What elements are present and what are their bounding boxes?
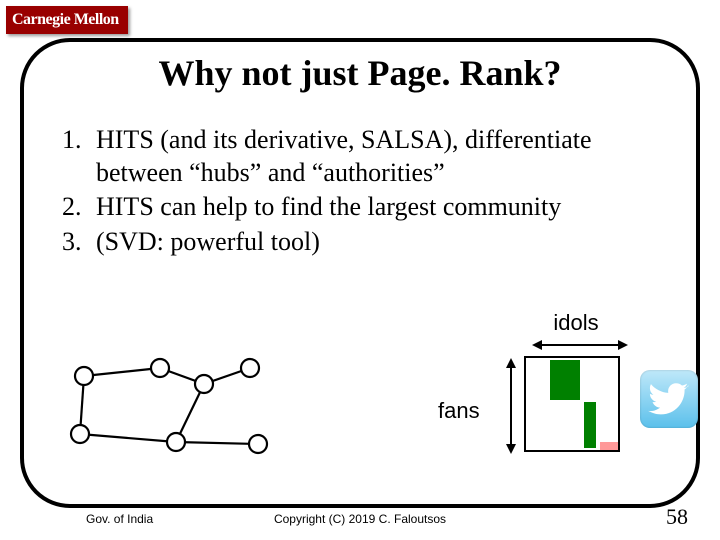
list-number: 1.: [62, 124, 96, 189]
footer-copyright: Copyright (C) 2019 C. Faloutsos: [0, 512, 720, 526]
matrix-block: [600, 442, 618, 450]
slide-title: Why not just Page. Rank?: [0, 52, 720, 94]
list-item: 1. HITS (and its derivative, SALSA), dif…: [62, 124, 662, 189]
fans-arrow: [504, 358, 518, 454]
list-item: 2. HITS can help to find the largest com…: [62, 191, 662, 224]
matrix-block: [550, 360, 580, 400]
list-number: 3.: [62, 226, 96, 259]
idols-arrow: [532, 338, 628, 352]
list-number: 2.: [62, 191, 96, 224]
idols-label: idols: [526, 310, 626, 336]
matrix-box: [524, 356, 620, 452]
bullet-list: 1. HITS (and its derivative, SALSA), dif…: [62, 124, 662, 260]
list-item: 3. (SVD: powerful tool): [62, 226, 662, 259]
list-text: (SVD: powerful tool): [96, 226, 320, 259]
matrix-block: [584, 402, 596, 448]
list-text: HITS (and its derivative, SALSA), differ…: [96, 124, 662, 189]
twitter-icon: [640, 370, 698, 428]
network-graph: [60, 356, 290, 466]
list-text: HITS can help to find the largest commun…: [96, 191, 561, 224]
page-number: 58: [666, 504, 688, 530]
matrix-area: idols: [510, 310, 640, 357]
fans-label: fans: [438, 398, 480, 424]
cmu-logo: Carnegie Mellon: [6, 6, 128, 34]
